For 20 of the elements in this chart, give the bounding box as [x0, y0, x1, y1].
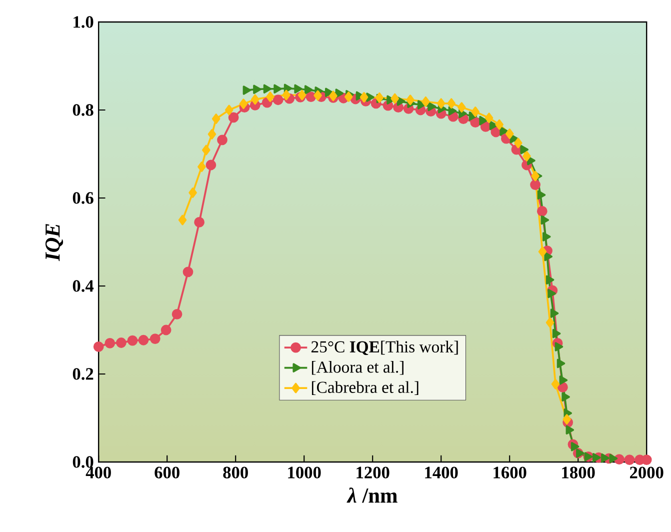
y-tick-label: 1.0 [74, 16, 94, 28]
legend-label: [Aloora et al.] [312, 361, 404, 375]
y-tick-label: 0.4 [72, 280, 94, 292]
legend-label: 25°C IQE[This work] [311, 340, 458, 356]
x-tick-label: 600 [154, 466, 180, 478]
y-axis-title: IQE [45, 224, 64, 262]
x-tick-label: 800 [223, 466, 248, 478]
legend-label: [Cabrebra et al.] [312, 381, 418, 396]
x-tick-label: 1200 [356, 466, 390, 478]
x-tick-label: 1400 [425, 466, 458, 478]
x-tick-label: 1800 [562, 466, 595, 478]
y-tick-label: 0.8 [72, 104, 94, 116]
y-tick-label: 0.0 [72, 456, 94, 468]
y-tick-label: 0.2 [72, 368, 94, 380]
x-axis-title: λ /nm [346, 488, 398, 503]
y-tick-label: 0.6 [72, 192, 94, 204]
x-tick-label: 400 [86, 466, 111, 478]
x-tick-label: 2000 [630, 466, 664, 478]
x-tick-label: 1000 [288, 466, 321, 478]
x-tick-label: 1600 [494, 466, 526, 478]
